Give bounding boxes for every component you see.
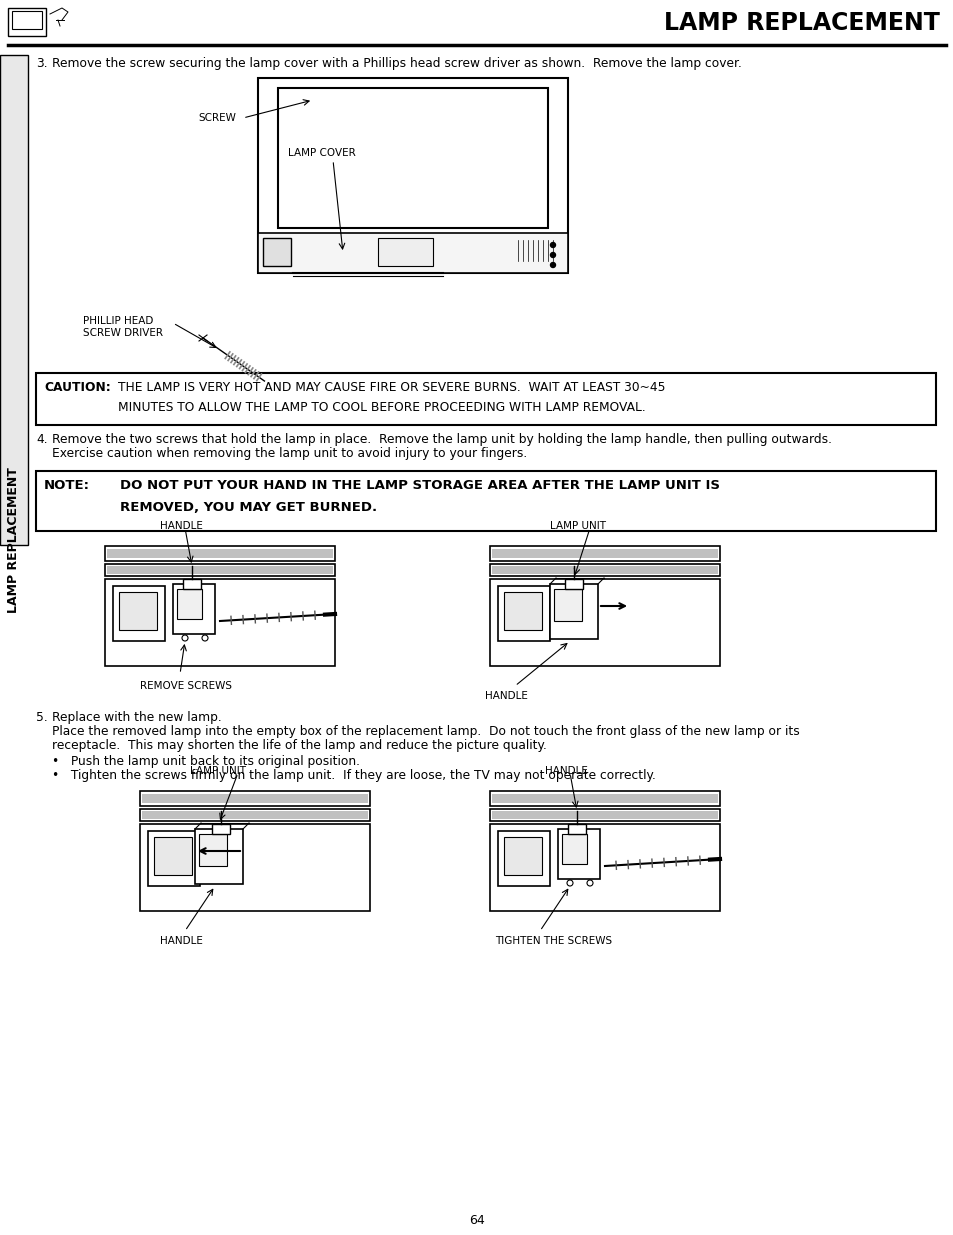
Text: •   Push the lamp unit back to its original position.: • Push the lamp unit back to its origina… — [52, 755, 359, 768]
Text: LAMP COVER: LAMP COVER — [288, 148, 355, 158]
Bar — [105, 579, 335, 666]
Bar — [8, 7, 46, 36]
Bar — [177, 589, 202, 619]
Text: 5.: 5. — [36, 711, 48, 724]
Bar — [490, 790, 720, 806]
Bar — [172, 584, 214, 634]
Circle shape — [550, 242, 555, 247]
Text: NOTE:: NOTE: — [44, 479, 90, 492]
Bar — [490, 824, 720, 911]
Bar — [112, 585, 165, 641]
Text: REMOVE SCREWS: REMOVE SCREWS — [140, 680, 232, 692]
Bar — [554, 589, 581, 621]
Text: SCREW DRIVER: SCREW DRIVER — [83, 329, 163, 338]
Bar — [558, 829, 599, 879]
Bar — [561, 834, 586, 864]
Text: 4.: 4. — [36, 433, 48, 446]
Bar — [490, 546, 720, 561]
Bar — [567, 824, 585, 834]
Text: PHILLIP HEAD: PHILLIP HEAD — [83, 316, 153, 326]
Bar — [194, 829, 243, 884]
Text: SCREW: SCREW — [198, 112, 235, 124]
Bar — [119, 592, 157, 630]
Bar — [277, 88, 547, 228]
Text: MINUTES TO ALLOW THE LAMP TO COOL BEFORE PROCEEDING WITH LAMP REMOVAL.: MINUTES TO ALLOW THE LAMP TO COOL BEFORE… — [118, 401, 645, 414]
Bar — [263, 238, 291, 266]
Text: receptacle.  This may shorten the life of the lamp and reduce the picture qualit: receptacle. This may shorten the life of… — [52, 739, 546, 752]
Text: HANDLE: HANDLE — [160, 936, 203, 946]
Bar — [107, 550, 333, 558]
Text: Remove the two screws that hold the lamp in place.  Remove the lamp unit by hold: Remove the two screws that hold the lamp… — [52, 433, 831, 446]
Bar — [107, 566, 333, 574]
Text: Replace with the new lamp.: Replace with the new lamp. — [52, 711, 221, 724]
Bar — [257, 78, 567, 273]
Text: 3.: 3. — [36, 57, 48, 70]
Bar — [550, 584, 598, 638]
Bar — [12, 11, 42, 28]
Bar — [212, 824, 230, 834]
Text: REMOVED, YOU MAY GET BURNED.: REMOVED, YOU MAY GET BURNED. — [120, 501, 376, 514]
Bar — [497, 585, 550, 641]
Bar — [490, 579, 720, 666]
Bar — [503, 837, 541, 876]
Text: THE LAMP IS VERY HOT AND MAY CAUSE FIRE OR SEVERE BURNS.  WAIT AT LEAST 30~45: THE LAMP IS VERY HOT AND MAY CAUSE FIRE … — [118, 382, 665, 394]
Bar — [148, 831, 200, 885]
Text: •   Tighten the screws firmly on the lamp unit.  If they are loose, the TV may n: • Tighten the screws firmly on the lamp … — [52, 769, 656, 782]
Bar — [0, 56, 28, 545]
Bar — [153, 837, 192, 876]
Circle shape — [550, 252, 555, 258]
Bar — [503, 592, 541, 630]
Bar — [36, 471, 935, 531]
Text: LAMP UNIT: LAMP UNIT — [550, 521, 605, 531]
Bar — [199, 834, 227, 866]
Text: DO NOT PUT YOUR HAND IN THE LAMP STORAGE AREA AFTER THE LAMP UNIT IS: DO NOT PUT YOUR HAND IN THE LAMP STORAGE… — [120, 479, 720, 492]
Text: Place the removed lamp into the empty box of the replacement lamp.  Do not touch: Place the removed lamp into the empty bo… — [52, 725, 799, 739]
Bar — [105, 546, 335, 561]
Text: LAMP REPLACEMENT: LAMP REPLACEMENT — [663, 11, 939, 35]
Bar — [140, 809, 370, 821]
Text: LAMP UNIT: LAMP UNIT — [190, 766, 246, 776]
Text: Exercise caution when removing the lamp unit to avoid injury to your fingers.: Exercise caution when removing the lamp … — [52, 447, 527, 459]
Circle shape — [550, 263, 555, 268]
Text: CAUTION:: CAUTION: — [44, 382, 111, 394]
Bar — [492, 794, 718, 803]
Bar — [492, 550, 718, 558]
Bar — [492, 566, 718, 574]
Circle shape — [182, 635, 188, 641]
Text: Remove the screw securing the lamp cover with a Phillips head screw driver as sh: Remove the screw securing the lamp cover… — [52, 57, 741, 70]
Text: HANDLE: HANDLE — [484, 692, 527, 701]
Bar — [497, 831, 550, 885]
Circle shape — [586, 881, 593, 885]
Bar — [142, 794, 368, 803]
Bar — [257, 233, 567, 273]
Text: 64: 64 — [469, 1214, 484, 1226]
Circle shape — [202, 635, 208, 641]
Bar — [105, 564, 335, 576]
Bar — [142, 811, 368, 819]
Text: LAMP REPLACEMENT: LAMP REPLACEMENT — [8, 467, 20, 613]
Bar — [377, 238, 433, 266]
Bar — [564, 579, 582, 589]
Bar — [490, 564, 720, 576]
Bar — [140, 824, 370, 911]
Text: HANDLE: HANDLE — [160, 521, 203, 531]
Bar — [490, 809, 720, 821]
Bar — [36, 373, 935, 425]
Bar — [492, 811, 718, 819]
Text: TIGHTEN THE SCREWS: TIGHTEN THE SCREWS — [495, 936, 612, 946]
Bar — [140, 790, 370, 806]
Text: HANDLE: HANDLE — [544, 766, 587, 776]
Circle shape — [566, 881, 573, 885]
Bar — [183, 579, 201, 589]
